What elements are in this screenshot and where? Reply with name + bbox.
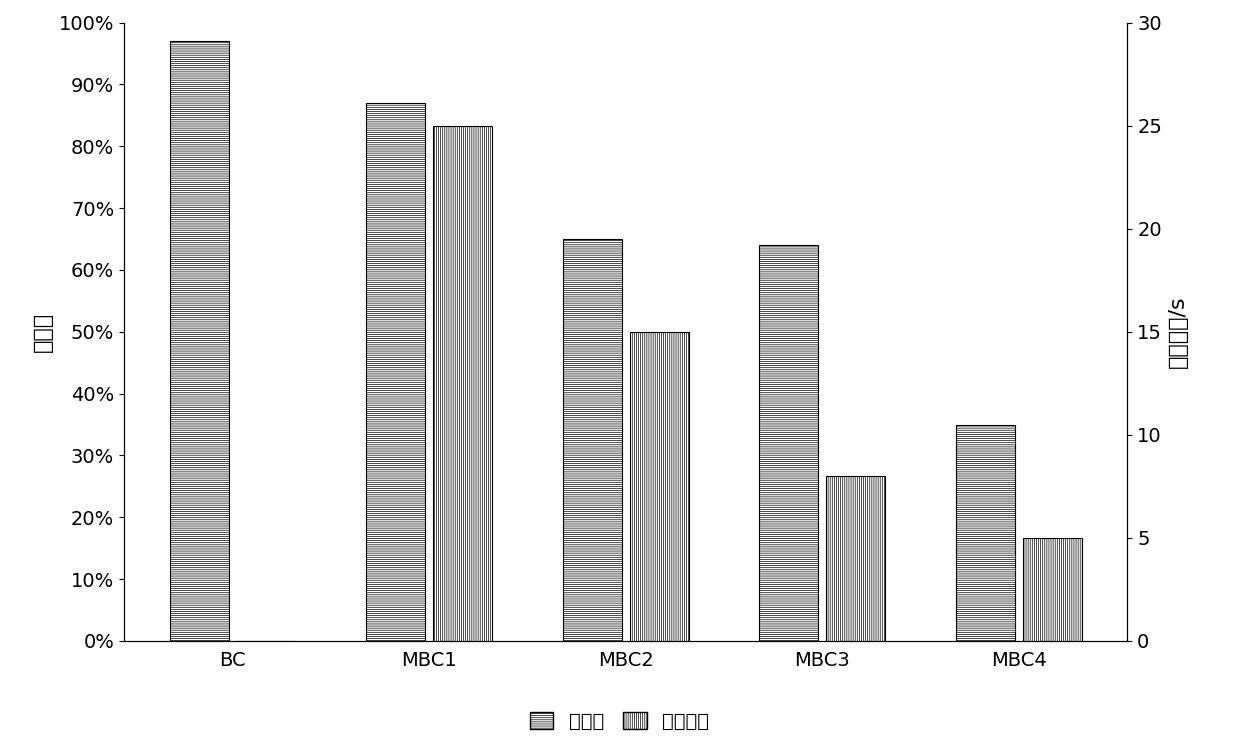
Bar — [170, 41, 228, 641]
Y-axis label: 分离时间/s: 分离时间/s — [1167, 296, 1188, 368]
Bar — [432, 126, 492, 641]
Bar — [957, 425, 1015, 641]
Bar — [826, 476, 885, 641]
Bar — [760, 245, 819, 641]
Bar — [629, 332, 689, 641]
Y-axis label: 去除率: 去除率 — [33, 311, 53, 352]
Bar — [367, 103, 425, 641]
Legend: 去除率, 分离时间: 去除率, 分离时间 — [524, 706, 715, 737]
Bar — [1023, 538, 1082, 641]
Bar — [563, 239, 622, 641]
